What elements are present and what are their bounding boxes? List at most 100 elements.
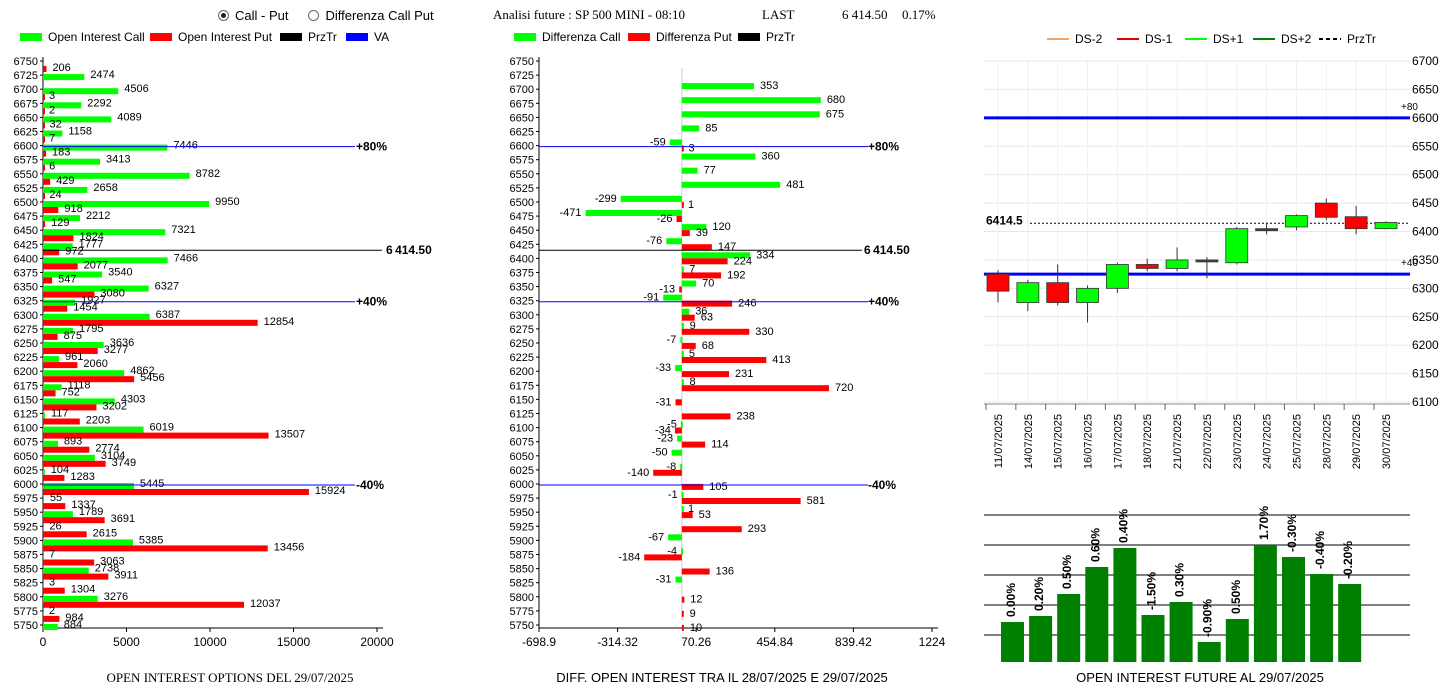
diff-call-label: -31 [656, 574, 672, 586]
diff-put-label: 330 [755, 326, 773, 338]
oi-y-tick-label: 6425 [14, 239, 38, 251]
oi-y-tick-label: 6350 [14, 282, 38, 294]
oi-legend-swatch-1 [150, 33, 172, 41]
radio-call-put-dot[interactable] [218, 10, 229, 21]
oi-put-bar [43, 601, 245, 608]
diff-call-bar [681, 111, 820, 118]
diff-level-label: +80% [868, 140, 899, 154]
diff-put-bar [681, 145, 684, 152]
oi-y-tick-label: 6025 [14, 465, 38, 477]
diff-legend-label-0: Differenza Call [542, 30, 620, 44]
cs-y-tick-label: 6450 [1412, 196, 1439, 210]
diff-call-bar [585, 210, 682, 216]
oi-y-tick-label: 6300 [14, 310, 38, 322]
oi-put-bar [43, 432, 269, 439]
fut-bar [1085, 567, 1109, 662]
diff-put-label: 1 [688, 199, 694, 211]
oi-legend-swatch-2 [280, 33, 302, 41]
diff-call-label: 481 [786, 179, 804, 191]
diff-call-label: -33 [655, 362, 671, 374]
oi-legend-swatch-3 [346, 33, 368, 41]
diff-call-bar [681, 492, 684, 498]
diff-put-bar [681, 371, 730, 378]
last-change: 0.17% [902, 7, 936, 22]
oi-call-bar [43, 186, 88, 193]
cs-candle-body [1255, 228, 1279, 232]
cs-candle-body [1105, 264, 1129, 289]
oi-y-tick-label: 6325 [14, 296, 38, 308]
oi-put-label: 5456 [140, 372, 164, 384]
cs-y-tick-label: 6500 [1412, 168, 1439, 182]
radio-differenza[interactable]: Differenza Call Put [308, 8, 434, 23]
diff-y-tick-label: 6300 [510, 310, 534, 322]
diff-x-tick-label: 839.42 [835, 635, 872, 649]
diff-call-label: 70 [702, 278, 714, 290]
diff-put-bar [679, 286, 682, 293]
radio-differenza-dot[interactable] [308, 10, 320, 21]
oi-call-bar [43, 271, 103, 278]
oi-y-tick-label: 6550 [14, 169, 38, 181]
oi-put-bar [43, 489, 309, 495]
oi-call-label: 7446 [173, 140, 197, 152]
oi-y-tick-label: 6075 [14, 437, 38, 449]
oi-put-bar [43, 94, 45, 101]
oi-call-bar [43, 567, 89, 574]
diff-call-bar [680, 421, 683, 428]
diff-call-label: -471 [560, 207, 582, 219]
cs-x-tick-label: 25/07/2025 [1291, 414, 1303, 469]
oi-y-tick-label: 6675 [14, 98, 38, 110]
diff-put-bar [681, 610, 684, 617]
oi-call-label: 2212 [86, 210, 110, 222]
oi-call-bar [43, 88, 119, 95]
diff-y-tick-label: 6150 [510, 394, 534, 406]
diff-call-label: -1 [668, 489, 678, 501]
diff-put-bar [681, 413, 731, 420]
diff-put-bar [681, 483, 704, 490]
diff-call-bar [681, 266, 684, 273]
fut-bar [1197, 642, 1221, 662]
diff-put-label: 224 [734, 255, 752, 267]
oi-put-label: 3749 [112, 457, 136, 469]
diff-y-tick-label: 6000 [510, 479, 534, 491]
oi-y-tick-label: 6100 [14, 423, 38, 435]
radio-call-put[interactable]: Call - Put [218, 8, 288, 23]
oi-call-bar [43, 609, 44, 616]
oi-call-label: 893 [64, 436, 82, 448]
diff-y-tick-label: 6725 [510, 70, 534, 82]
diff-put-bar [681, 328, 750, 335]
fut-bar [1225, 619, 1249, 662]
diff-put-label: 231 [735, 368, 753, 380]
oi-y-tick-label: 6250 [14, 338, 38, 350]
diff-put-bar [644, 554, 682, 561]
diff-call-label: -50 [652, 447, 668, 459]
diff-call-bar [681, 224, 707, 231]
cs-y-tick-label: 6300 [1412, 281, 1439, 295]
oi-put-label: 2203 [86, 415, 110, 427]
oi-y-tick-label: 6400 [14, 253, 38, 265]
oi-call-label: 1118 [68, 379, 91, 391]
diff-y-tick-label: 6475 [510, 211, 534, 223]
oi-put-label: 15924 [315, 485, 346, 497]
oi-call-bar [43, 398, 115, 405]
diff-put-label: 39 [696, 227, 708, 239]
diff-put-label: 68 [702, 340, 714, 352]
oi-put-label: 2615 [93, 527, 117, 539]
diff-y-tick-label: 5900 [510, 535, 534, 547]
fut-bar [1057, 594, 1081, 662]
diff-call-label: 1 [688, 503, 694, 515]
diff-put-bar [681, 244, 712, 251]
diff-put-label: 9 [690, 608, 696, 620]
diff-put-label: 581 [807, 495, 825, 507]
oi-level-label: +40% [356, 295, 387, 309]
diff-put-bar [653, 469, 682, 476]
fut-bar [1029, 616, 1053, 662]
oi-legend-label-1: Open Interest Put [178, 30, 273, 44]
oi-put-label: 972 [65, 245, 83, 257]
diff-call-bar [681, 506, 684, 513]
diff-call-label: -5 [667, 419, 677, 431]
diff-call-bar [675, 365, 682, 372]
cs-y-tick-label: 6600 [1412, 111, 1439, 125]
cs-y-tick-label: 6200 [1412, 338, 1439, 352]
diff-call-bar [681, 308, 690, 315]
cs-x-tick-label: 21/07/2025 [1172, 414, 1184, 469]
